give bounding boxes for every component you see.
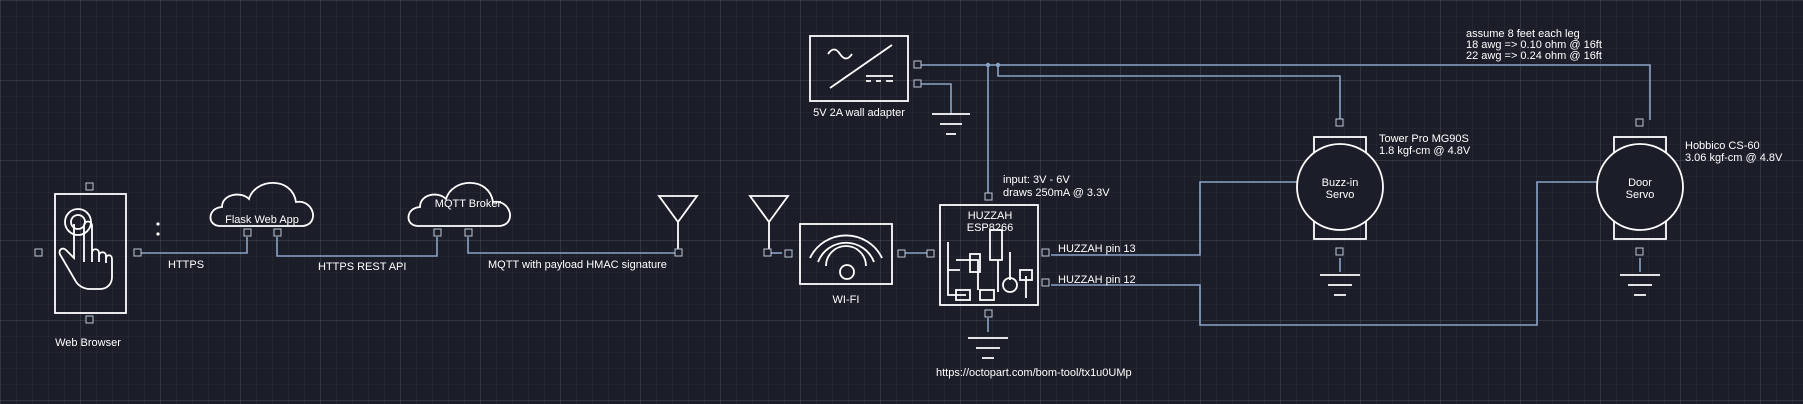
wifi-port-right[interactable] (897, 249, 906, 258)
wall-adapter-box (809, 35, 909, 102)
wire-mqtt-antenna[interactable] (467, 237, 679, 254)
https-rest-api-label: HTTPS REST API (318, 261, 406, 273)
wifi-label: WI-FI (833, 294, 860, 306)
huzzah-port-pin12[interactable] (1041, 278, 1050, 287)
mqtt-port-right[interactable] (464, 228, 473, 237)
web-browser-port-left[interactable] (34, 248, 43, 257)
junction-dot (985, 62, 991, 68)
huzzah-label-line1: HUZZAH (968, 210, 1013, 222)
flask-port-right[interactable] (273, 228, 282, 237)
mqtt-cloud-icon (407, 181, 511, 227)
wall-adapter-label: 5V 2A wall adapter (813, 107, 905, 119)
huzzah-board[interactable]: HUZZAH ESP8266 (926, 192, 1050, 318)
wire-5v-buzz-servo[interactable] (997, 65, 1341, 120)
huzzah-port-pin13[interactable] (1041, 248, 1050, 257)
cloud-antenna-port[interactable] (674, 248, 683, 257)
wire-note-line1: assume 8 feet each leg (1466, 28, 1580, 40)
door-spec-line2: 3.06 kgf-cm @ 4.8V (1685, 152, 1783, 164)
wire-pin13-buzz-servo[interactable] (1051, 181, 1297, 256)
mqtt-broker-label: MQTT Broker (435, 198, 502, 210)
device-antenna-port[interactable] (763, 248, 772, 257)
wire-pin12-door-servo[interactable] (1051, 181, 1597, 326)
huzzah-box (939, 204, 1039, 306)
junction-dot (995, 62, 1001, 68)
huzzah-port-wifi[interactable] (926, 249, 935, 258)
pointer-hand-icon (58, 208, 113, 290)
servo-motor-icon (1296, 143, 1384, 231)
huzzah-input-line2: draws 250mA @ 3.3V (1003, 187, 1110, 199)
buzz-servo-label-line2: Servo (1326, 189, 1355, 201)
wall-adapter-port-positive[interactable] (913, 60, 922, 69)
mqtt-broker[interactable]: MQTT Broker (407, 181, 511, 237)
huzzah-port-power[interactable] (984, 192, 993, 201)
buzz-servo-port-ground[interactable] (1335, 247, 1344, 256)
buzz-servo-port-power[interactable] (1335, 118, 1344, 127)
door-servo-label-line1: Door (1628, 177, 1652, 189)
ground-symbol-adapter (932, 113, 970, 135)
wire-note-line3: 22 awg => 0.24 ohm @ 16ft (1466, 50, 1602, 62)
servo-motor-icon (1596, 143, 1684, 231)
door-servo-port-ground[interactable] (1635, 247, 1644, 256)
buzz-spec-line2: 1.8 kgf-cm @ 4.8V (1379, 145, 1471, 157)
web-browser-port-top[interactable] (85, 182, 94, 191)
wire-note-line2: 18 awg => 0.10 ohm @ 16ft (1466, 39, 1602, 51)
antenna-icon (748, 195, 790, 249)
wire-5v-rail[interactable] (917, 64, 1651, 120)
cloud-antenna[interactable] (657, 195, 699, 257)
antenna-icon (657, 195, 699, 249)
web-browser-port-bottom[interactable] (85, 315, 94, 324)
wifi-icon (809, 234, 883, 280)
flask-web-app[interactable]: Flask Web App (209, 181, 314, 237)
wire-browser-flask[interactable] (138, 237, 248, 254)
flask-web-app-label: Flask Web App (225, 214, 299, 226)
octopart-link[interactable]: https://octopart.com/bom-tool/tx1u0UMp (936, 367, 1132, 379)
wall-adapter[interactable]: 5V 2A wall adapter (809, 35, 922, 119)
huzzah-input-line1: input: 3V - 6V (1003, 174, 1070, 186)
door-servo-port-power[interactable] (1635, 118, 1644, 127)
ground-symbol-huzzah (968, 337, 1008, 359)
circuit-icon (947, 229, 1033, 301)
web-browser-port-right[interactable] (133, 248, 142, 257)
flask-port-left[interactable] (243, 228, 252, 237)
ac-dc-converter-icon (827, 44, 893, 89)
pin13-label: HUZZAH pin 13 (1058, 243, 1136, 255)
ground-symbol-buzz-servo (1320, 274, 1360, 296)
huzzah-port-ground[interactable] (984, 309, 993, 318)
web-browser-box (54, 193, 127, 314)
web-browser[interactable]: Web Browser (34, 182, 160, 349)
mqtt-payload-label: MQTT with payload HMAC signature (488, 259, 667, 271)
dot-icon (156, 232, 160, 236)
wire-flask-mqtt[interactable] (276, 237, 438, 257)
door-servo-label-line2: Servo (1626, 189, 1655, 201)
wifi-box (799, 223, 893, 285)
buzz-spec-line1: Tower Pro MG90S (1379, 133, 1469, 145)
mqtt-port-left[interactable] (433, 228, 442, 237)
door-servo[interactable]: Door Servo (1596, 118, 1684, 256)
huzzah-label-line2: ESP8266 (967, 222, 1013, 234)
buzz-in-servo[interactable]: Buzz-in Servo (1296, 118, 1384, 256)
wires (138, 64, 1651, 332)
device-antenna[interactable] (748, 195, 790, 257)
wire-adapter-ground[interactable] (917, 83, 952, 114)
web-browser-label: Web Browser (55, 337, 121, 349)
wifi-port-left[interactable] (784, 249, 793, 258)
ground-symbol-door-servo (1620, 274, 1660, 296)
flask-cloud-icon (209, 181, 314, 227)
buzz-servo-label-line1: Buzz-in (1322, 177, 1359, 189)
pin12-label: HUZZAH pin 12 (1058, 274, 1136, 286)
wall-adapter-port-negative[interactable] (913, 79, 922, 88)
https-label: HTTPS (168, 259, 204, 271)
door-spec-line1: Hobbico CS-60 (1685, 140, 1760, 152)
wifi-module[interactable]: WI-FI (784, 223, 906, 306)
dot-icon (156, 222, 160, 226)
